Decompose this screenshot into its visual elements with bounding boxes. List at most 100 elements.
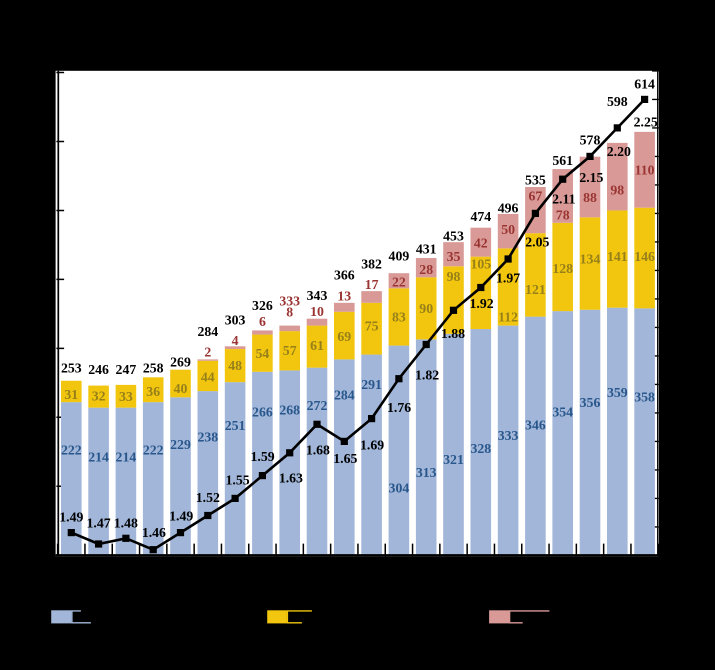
svg-text:57: 57 — [283, 343, 297, 358]
svg-text:356: 356 — [580, 395, 601, 410]
svg-text:22: 22 — [392, 275, 406, 290]
svg-text:366: 366 — [334, 268, 355, 283]
svg-text:246: 246 — [88, 362, 109, 377]
svg-text:333: 333 — [498, 428, 519, 443]
svg-text:98: 98 — [610, 183, 624, 198]
svg-text:238: 238 — [197, 430, 218, 445]
svg-text:272: 272 — [307, 398, 328, 413]
svg-text:48: 48 — [228, 358, 242, 373]
svg-text:146: 146 — [634, 249, 655, 264]
svg-text:431: 431 — [416, 242, 437, 257]
svg-text:1.63: 1.63 — [279, 471, 303, 486]
svg-text:6: 6 — [259, 314, 266, 329]
svg-text:1.49: 1.49 — [59, 509, 83, 524]
svg-text:32: 32 — [92, 389, 106, 404]
svg-text:2.20: 2.20 — [607, 144, 631, 159]
svg-text:1.47: 1.47 — [87, 516, 111, 531]
svg-text:1.68: 1.68 — [306, 443, 330, 458]
svg-text:453: 453 — [443, 229, 464, 244]
svg-text:313: 313 — [416, 465, 437, 480]
svg-text:1.46: 1.46 — [142, 525, 166, 540]
svg-text:266: 266 — [252, 404, 273, 419]
svg-text:28: 28 — [419, 262, 433, 277]
svg-text:343: 343 — [307, 288, 328, 303]
svg-text:17: 17 — [365, 277, 379, 292]
svg-text:141: 141 — [607, 249, 628, 264]
svg-text:229: 229 — [170, 437, 191, 452]
svg-text:90: 90 — [419, 301, 433, 316]
svg-text:110: 110 — [635, 163, 655, 178]
svg-text:67: 67 — [529, 189, 543, 204]
svg-text:1.76: 1.76 — [387, 400, 411, 415]
svg-text:535: 535 — [525, 173, 546, 188]
svg-text:474: 474 — [470, 209, 491, 224]
svg-text:269: 269 — [170, 355, 191, 370]
svg-text:50: 50 — [501, 222, 515, 237]
svg-text:304: 304 — [389, 480, 410, 495]
svg-text:4: 4 — [232, 333, 239, 348]
svg-text:321: 321 — [443, 452, 464, 467]
svg-text:382: 382 — [361, 256, 382, 271]
svg-text:1.92: 1.92 — [470, 296, 494, 311]
svg-text:83: 83 — [392, 309, 406, 324]
svg-text:1.97: 1.97 — [496, 271, 520, 286]
svg-text:598: 598 — [607, 94, 628, 109]
svg-text:54: 54 — [256, 346, 270, 361]
svg-text:2.05: 2.05 — [525, 234, 549, 249]
svg-text:2.11: 2.11 — [552, 191, 575, 206]
svg-text:112: 112 — [498, 310, 518, 325]
svg-text:346: 346 — [525, 417, 546, 432]
svg-text:247: 247 — [116, 362, 137, 377]
svg-text:2.15: 2.15 — [579, 170, 603, 185]
svg-text:1.69: 1.69 — [360, 438, 384, 453]
svg-text:1.55: 1.55 — [226, 473, 250, 488]
svg-text:134: 134 — [580, 252, 601, 267]
svg-text:40: 40 — [174, 381, 188, 396]
svg-text:8: 8 — [286, 305, 293, 320]
svg-text:258: 258 — [143, 361, 164, 376]
svg-text:326: 326 — [252, 298, 273, 313]
svg-text:121: 121 — [525, 282, 546, 297]
svg-text:128: 128 — [552, 261, 573, 276]
svg-text:42: 42 — [474, 236, 488, 251]
svg-text:1.52: 1.52 — [196, 490, 220, 505]
svg-text:354: 354 — [552, 404, 573, 419]
svg-text:33: 33 — [119, 389, 133, 404]
svg-text:1.88: 1.88 — [441, 326, 465, 341]
svg-text:10: 10 — [310, 304, 324, 319]
svg-text:222: 222 — [143, 442, 164, 457]
svg-text:1.49: 1.49 — [169, 509, 193, 524]
svg-text:359: 359 — [607, 385, 628, 400]
svg-text:268: 268 — [279, 403, 300, 418]
svg-text:578: 578 — [580, 132, 601, 147]
svg-text:1.48: 1.48 — [114, 516, 138, 531]
svg-text:214: 214 — [88, 449, 109, 464]
svg-text:614: 614 — [634, 77, 655, 92]
svg-text:36: 36 — [146, 384, 160, 399]
svg-text:291: 291 — [361, 377, 382, 392]
svg-text:35: 35 — [447, 249, 461, 264]
svg-text:31: 31 — [64, 387, 78, 402]
svg-text:333: 333 — [279, 293, 300, 308]
svg-text:98: 98 — [447, 269, 461, 284]
svg-text:78: 78 — [556, 207, 570, 222]
svg-text:222: 222 — [61, 442, 82, 457]
svg-text:409: 409 — [389, 248, 410, 263]
svg-text:496: 496 — [498, 200, 519, 215]
svg-text:2: 2 — [204, 344, 211, 359]
svg-text:358: 358 — [634, 390, 655, 405]
svg-text:328: 328 — [470, 441, 491, 456]
svg-text:61: 61 — [310, 338, 324, 353]
svg-text:13: 13 — [337, 288, 351, 303]
svg-text:44: 44 — [201, 369, 215, 384]
svg-text:214: 214 — [116, 449, 137, 464]
svg-text:69: 69 — [337, 329, 351, 344]
svg-text:561: 561 — [552, 153, 573, 168]
svg-text:284: 284 — [197, 324, 218, 339]
svg-text:1.59: 1.59 — [251, 449, 275, 464]
svg-text:303: 303 — [225, 313, 246, 328]
svg-text:105: 105 — [470, 256, 491, 271]
svg-text:284: 284 — [334, 388, 355, 403]
svg-text:75: 75 — [365, 319, 379, 334]
svg-text:251: 251 — [225, 418, 246, 433]
